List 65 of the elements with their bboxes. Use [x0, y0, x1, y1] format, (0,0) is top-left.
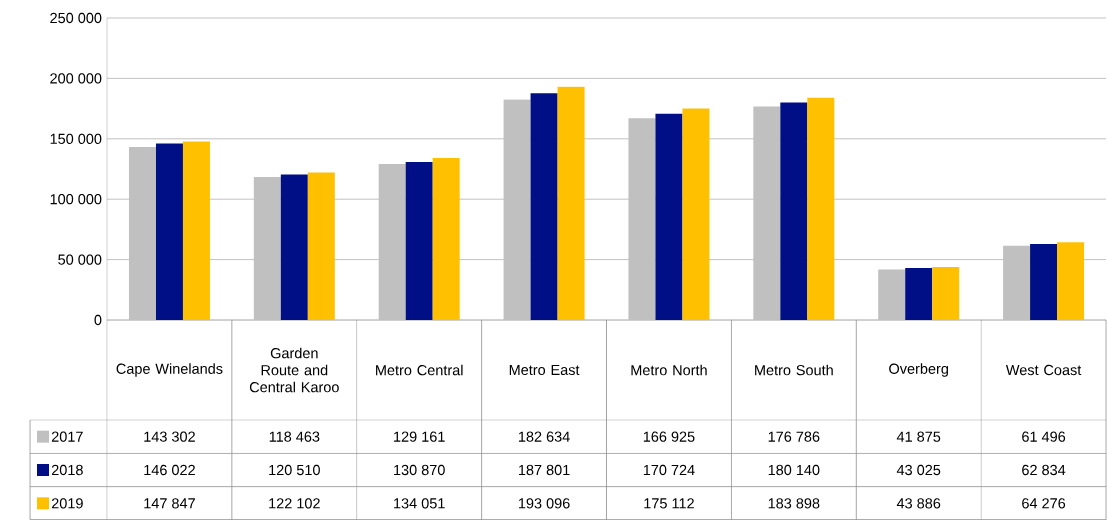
data-label: 176 786 — [768, 431, 820, 442]
bar — [628, 118, 656, 320]
bar — [1030, 244, 1058, 320]
data-label: 62 834 — [1022, 464, 1066, 476]
data-label: 170 724 — [643, 464, 695, 476]
data-label: 166 925 — [643, 431, 695, 442]
y-tick-label: 0 — [94, 314, 102, 326]
x-tick-label: Metro South — [755, 364, 833, 376]
bar — [405, 161, 433, 320]
x-tick-label: Metro East — [509, 364, 580, 376]
y-tick-label: 200 000 — [50, 73, 102, 84]
bar — [753, 106, 781, 320]
bar — [432, 158, 460, 320]
bar — [807, 97, 835, 320]
bar — [557, 86, 585, 320]
bar — [1003, 245, 1031, 320]
bar — [530, 93, 558, 320]
data-label: 129 161 — [394, 431, 445, 442]
y-tick-label: 150 000 — [50, 133, 102, 144]
bar — [253, 176, 281, 320]
x-tick-label: Metro North — [631, 364, 707, 376]
x-tick-label: Cape Winelands — [116, 363, 223, 377]
legend-label: 2017 — [51, 431, 83, 442]
bar — [905, 268, 933, 320]
legend-label: 2019 — [51, 498, 83, 509]
data-label: 118 463 — [269, 431, 320, 442]
data-label: 182 634 — [518, 431, 570, 442]
data-label: 43 025 — [896, 464, 941, 476]
bar — [932, 266, 960, 320]
bar — [503, 99, 531, 320]
data-label: 43 886 — [896, 498, 941, 509]
bar — [307, 172, 335, 320]
bar — [682, 108, 710, 320]
data-label: 193 096 — [518, 498, 570, 509]
bar — [1057, 242, 1085, 320]
x-tick-label: Metro Central — [376, 364, 463, 376]
bar — [655, 113, 683, 320]
bar — [155, 143, 183, 320]
y-tick-label: 50 000 — [58, 254, 102, 265]
data-label: 130 870 — [394, 464, 445, 476]
bar — [280, 174, 308, 320]
bar — [878, 269, 906, 320]
y-tick-label: 100 000 — [50, 194, 102, 205]
legend-label: 2018 — [51, 464, 83, 476]
data-label: 180 140 — [768, 464, 820, 476]
y-tick-label: 250 000 — [50, 12, 102, 24]
data-label: 120 510 — [269, 464, 320, 476]
data-label: 134 051 — [394, 498, 445, 509]
x-tick-label: Overberg — [889, 363, 948, 377]
data-label: 147 847 — [144, 498, 195, 509]
bar — [182, 141, 210, 320]
bar — [378, 163, 406, 320]
x-tick-label: West Coast — [1005, 364, 1082, 376]
data-label: 146 022 — [144, 464, 195, 476]
data-label: 143 302 — [144, 431, 195, 442]
data-label: 122 102 — [269, 498, 320, 509]
data-label: 64 276 — [1022, 498, 1066, 509]
data-label: 187 801 — [518, 464, 570, 476]
data-label: 183 898 — [768, 498, 820, 509]
bar — [780, 102, 808, 320]
data-label: 41 875 — [896, 431, 941, 442]
data-label: 175 112 — [644, 498, 694, 509]
bar — [128, 146, 156, 320]
x-tick-label: Garden Route and Central Karoo — [249, 347, 339, 393]
data-label: 61 496 — [1022, 431, 1066, 442]
